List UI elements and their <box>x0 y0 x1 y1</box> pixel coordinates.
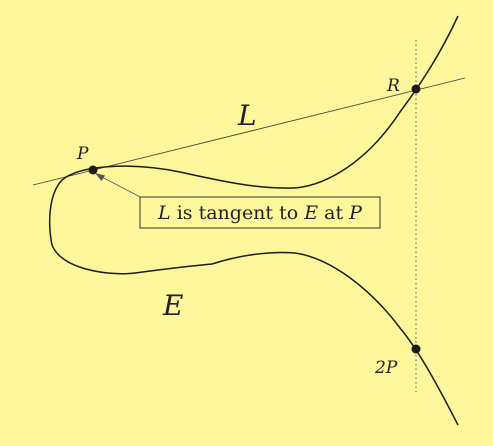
point-p <box>88 165 98 175</box>
annotation-box <box>139 196 381 229</box>
label-line-l: L <box>237 99 257 132</box>
label-p: P <box>76 144 89 164</box>
annotation-text: L is tangent to E at P <box>157 202 363 224</box>
point-2p <box>411 344 421 354</box>
label-curve-e: E <box>162 289 183 322</box>
label-r: R <box>386 76 400 96</box>
annotation-arrowhead <box>95 173 105 181</box>
point-r <box>411 84 421 94</box>
label-2p: 2P <box>374 358 398 378</box>
elliptic-curve-e <box>48 15 459 426</box>
